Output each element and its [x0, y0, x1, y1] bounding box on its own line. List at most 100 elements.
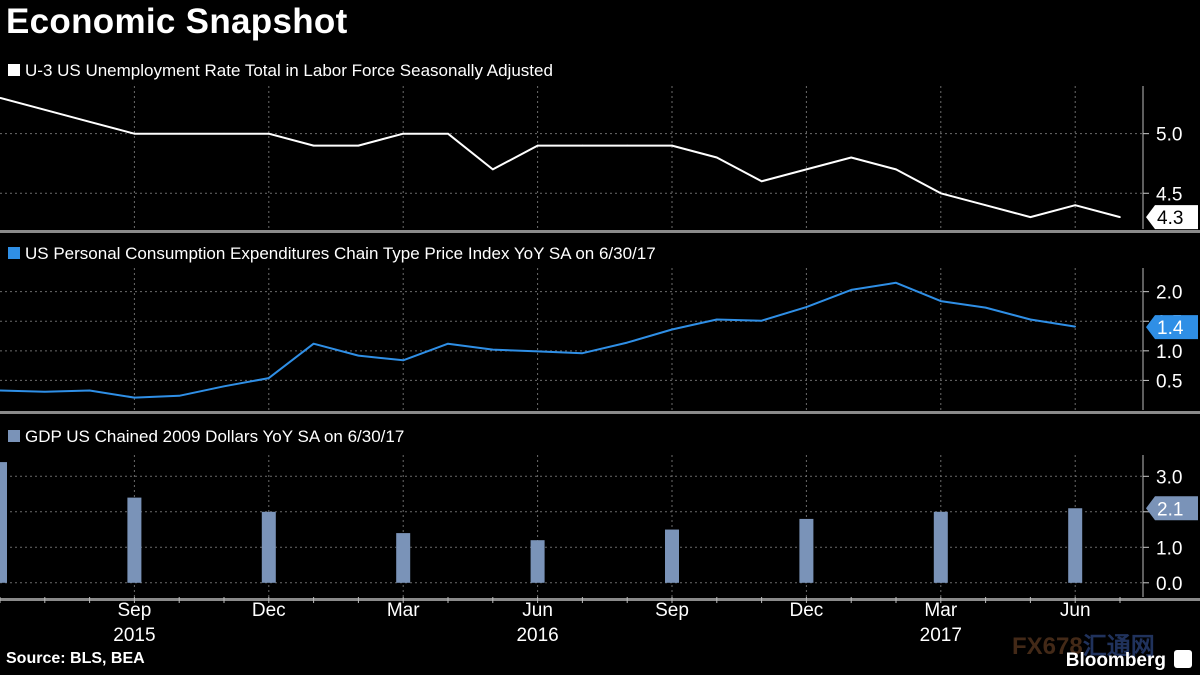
series-line: [0, 96, 1121, 219]
data-point: [88, 389, 91, 392]
last-value-label: 2.1: [1157, 499, 1183, 520]
data-point: [312, 144, 315, 147]
last-value-label: 4.3: [1157, 208, 1183, 229]
gdp-bar: [261, 511, 276, 583]
x-year-label: 2017: [920, 625, 962, 646]
y-tick-label: 5.0: [1156, 125, 1182, 146]
data-point: [357, 144, 360, 147]
x-tick-label: Sep: [117, 600, 151, 621]
data-point: [44, 109, 46, 111]
data-point: [895, 168, 897, 171]
data-point: [312, 342, 315, 345]
data-point: [268, 132, 270, 135]
source-note: Source: BLS, BEA: [6, 650, 145, 667]
data-point: [850, 289, 852, 291]
data-point: [402, 132, 405, 135]
data-point: [133, 132, 136, 135]
x-tick-label: Dec: [252, 600, 286, 621]
data-point: [223, 132, 225, 135]
page-title: Economic Snapshot: [6, 2, 348, 41]
data-point: [895, 281, 897, 284]
data-point: [178, 132, 180, 135]
data-point: [671, 328, 673, 331]
data-point: [581, 352, 584, 355]
data-point: [940, 300, 942, 302]
watermark-text-b: 汇通网: [1082, 633, 1155, 660]
x-tick-label: Jun: [1060, 600, 1091, 621]
data-point: [357, 354, 360, 357]
data-point: [402, 359, 405, 362]
data-point: [44, 390, 46, 393]
data-point: [0, 97, 1, 99]
data-point: [1074, 325, 1076, 328]
legend-swatch: [8, 247, 20, 259]
y-tick-label: 2.0: [1156, 283, 1182, 304]
last-value-flag: [1146, 315, 1198, 340]
gdp-bar: [530, 540, 545, 583]
data-point: [716, 156, 718, 159]
data-point: [536, 144, 539, 147]
panel-1: 5.0 4.5 U-3 US Unemployment Rate Total in …: [0, 61, 1200, 233]
gdp-bar: [127, 497, 142, 583]
data-point: [805, 306, 808, 308]
last-value-flag: [1146, 496, 1198, 521]
data-point: [0, 389, 1, 392]
legend-swatch: [8, 64, 20, 76]
gdp-bar: [665, 529, 679, 583]
bloomberg-logo: Bloomberg: [1065, 650, 1166, 671]
data-point: [581, 144, 584, 147]
data-point: [805, 168, 808, 171]
watermark-text-a: FX678: [1012, 633, 1083, 660]
gdp-bar: [0, 462, 7, 583]
data-point: [492, 348, 494, 351]
data-point: [88, 120, 91, 123]
y-tick-label: 0.5: [1156, 371, 1182, 392]
x-tick-label: Jun: [522, 600, 553, 621]
y-tick-label: 3.0: [1156, 467, 1182, 488]
data-point: [984, 306, 987, 309]
gdp-bar: [1068, 508, 1083, 583]
data-point: [850, 156, 852, 159]
data-point: [626, 341, 628, 344]
x-year-label: 2015: [113, 625, 155, 646]
data-point: [223, 385, 225, 388]
gdp-bar: [799, 518, 814, 583]
data-point: [268, 377, 270, 379]
data-point: [447, 342, 449, 345]
last-value-label: 1.4: [1157, 318, 1184, 339]
gdp-bar: [933, 511, 948, 583]
data-point: [133, 396, 136, 399]
legend-swatch: [8, 430, 20, 442]
data-point: [536, 350, 539, 353]
x-year-label: 2016: [516, 625, 558, 646]
data-point: [760, 180, 763, 183]
bloomberg-logo-icon: [1174, 650, 1192, 668]
data-point: [1029, 216, 1032, 218]
data-point: [626, 144, 628, 147]
panel-separator: [0, 411, 1200, 414]
y-tick-label: 4.5: [1156, 184, 1182, 205]
data-point: [1074, 204, 1076, 206]
y-tick-label: 1.0: [1156, 538, 1182, 559]
panel-title: GDP US Chained 2009 Dollars YoY SA on 6/…: [25, 427, 404, 446]
data-point: [716, 318, 718, 321]
data-point: [671, 144, 673, 147]
data-point: [178, 395, 180, 397]
data-point: [1029, 318, 1032, 321]
data-point: [760, 319, 763, 322]
data-point: [492, 168, 494, 171]
x-tick-label: Sep: [655, 600, 689, 621]
x-tick-label: Mar: [387, 600, 420, 621]
watermark-logo: FX678汇通网: [1012, 626, 1155, 661]
panel-separator: [0, 598, 1200, 601]
data-point: [1119, 216, 1121, 218]
panel-title: U-3 US Unemployment Rate Total in Labor …: [25, 61, 553, 80]
data-point: [447, 132, 449, 135]
y-tick-label: 1.0: [1156, 342, 1182, 363]
y-tick-label: 0.0: [1156, 574, 1182, 595]
data-point: [984, 204, 987, 206]
gdp-bar: [396, 533, 411, 583]
panel-2: 2.01.51.00.5US Personal Consumption Expe…: [0, 244, 1200, 414]
